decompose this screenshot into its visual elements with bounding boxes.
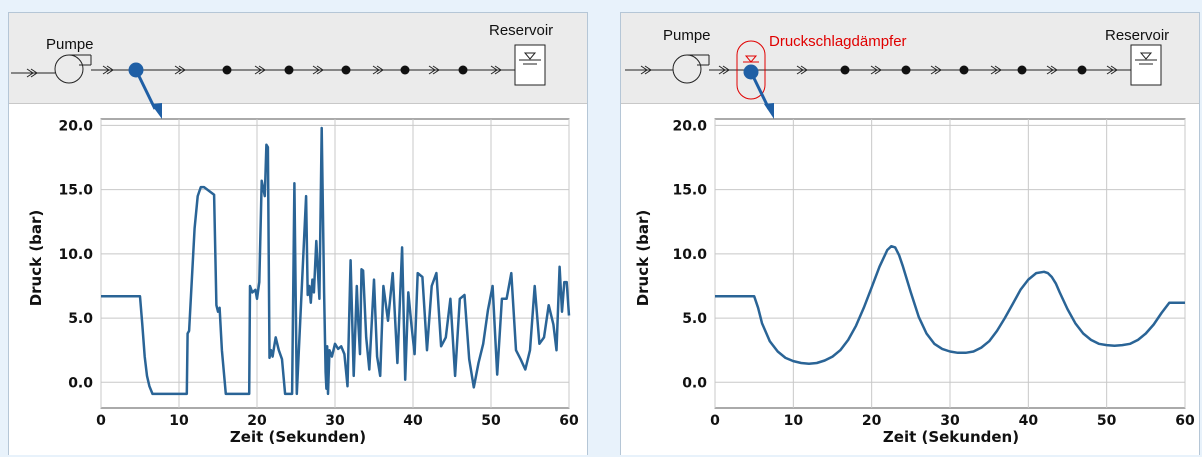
y-tick-label: 5.0 — [68, 311, 93, 327]
flow-arrow-icon — [26, 65, 502, 78]
chart-grid — [714, 118, 1186, 409]
x-tick-label: 60 — [1175, 413, 1195, 429]
measurement-point-arrow — [128, 62, 162, 119]
damper-icon — [736, 40, 766, 100]
junction-node-icon — [222, 65, 468, 75]
x-tick-label: 0 — [710, 413, 720, 429]
chart-panel-right: Pumpe Reservoir Druckschlagdämpfer — [620, 12, 1200, 455]
x-tick-label: 40 — [403, 413, 423, 429]
x-tick-label: 50 — [481, 413, 501, 429]
pump-icon — [672, 54, 710, 84]
y-tick-label: 10.0 — [672, 247, 707, 263]
measurement-point-marker — [743, 64, 759, 80]
x-tick-label: 50 — [1097, 413, 1117, 429]
y-tick-label: 20.0 — [58, 118, 93, 134]
x-tick-label: 20 — [862, 413, 882, 429]
y-tick-label: 5.0 — [682, 311, 707, 327]
flow-arrow-icon — [640, 65, 1118, 75]
pump-label: Pumpe — [46, 36, 94, 53]
damper-label: Druckschlagdämpfer — [769, 33, 907, 50]
chart-panel-left: Pumpe Reservoir — [8, 12, 588, 455]
pipeline-schematic — [621, 13, 1199, 103]
pressure-series-line — [715, 244, 1185, 365]
y-tick-label: 15.0 — [58, 183, 93, 199]
x-tick-label: 30 — [325, 413, 345, 429]
pressure-chart-right: Pumpe Reservoir Druckschlagdämpfer — [625, 27, 1195, 446]
y-tick-label: 15.0 — [672, 183, 707, 199]
x-tick-label: 0 — [96, 413, 106, 429]
reservoir-icon — [514, 44, 546, 86]
reservoir-label: Reservoir — [489, 22, 553, 39]
y-tick-label: 0.0 — [682, 375, 707, 391]
y-axis-title: Druck (bar) — [634, 210, 652, 307]
measurement-point-marker — [128, 62, 144, 78]
x-tick-label: 20 — [247, 413, 267, 429]
x-tick-label: 10 — [784, 413, 804, 429]
junction-node-icon — [840, 65, 1087, 75]
x-axis-title: Zeit (Sekunden) — [230, 428, 366, 446]
x-tick-label: 60 — [559, 413, 579, 429]
y-axis-title: Druck (bar) — [27, 210, 45, 307]
reservoir-icon — [1130, 44, 1162, 86]
chart-grid — [100, 118, 570, 409]
pressure-chart-left: Pumpe Reservoir — [11, 22, 579, 446]
plot-area-background — [621, 103, 1199, 455]
pump-icon — [54, 54, 92, 84]
y-tick-label: 0.0 — [68, 375, 93, 391]
pump-label: Pumpe — [663, 27, 711, 44]
x-tick-label: 40 — [1019, 413, 1039, 429]
reservoir-label: Reservoir — [1105, 27, 1169, 44]
x-tick-label: 30 — [940, 413, 960, 429]
x-tick-label: 10 — [169, 413, 189, 429]
pipeline-schematic — [9, 13, 587, 103]
y-tick-label: 10.0 — [58, 247, 93, 263]
x-axis-title: Zeit (Sekunden) — [883, 428, 1019, 446]
y-tick-label: 20.0 — [672, 118, 707, 134]
measurement-point-arrow — [743, 64, 774, 119]
pressure-series-line — [101, 126, 571, 396]
